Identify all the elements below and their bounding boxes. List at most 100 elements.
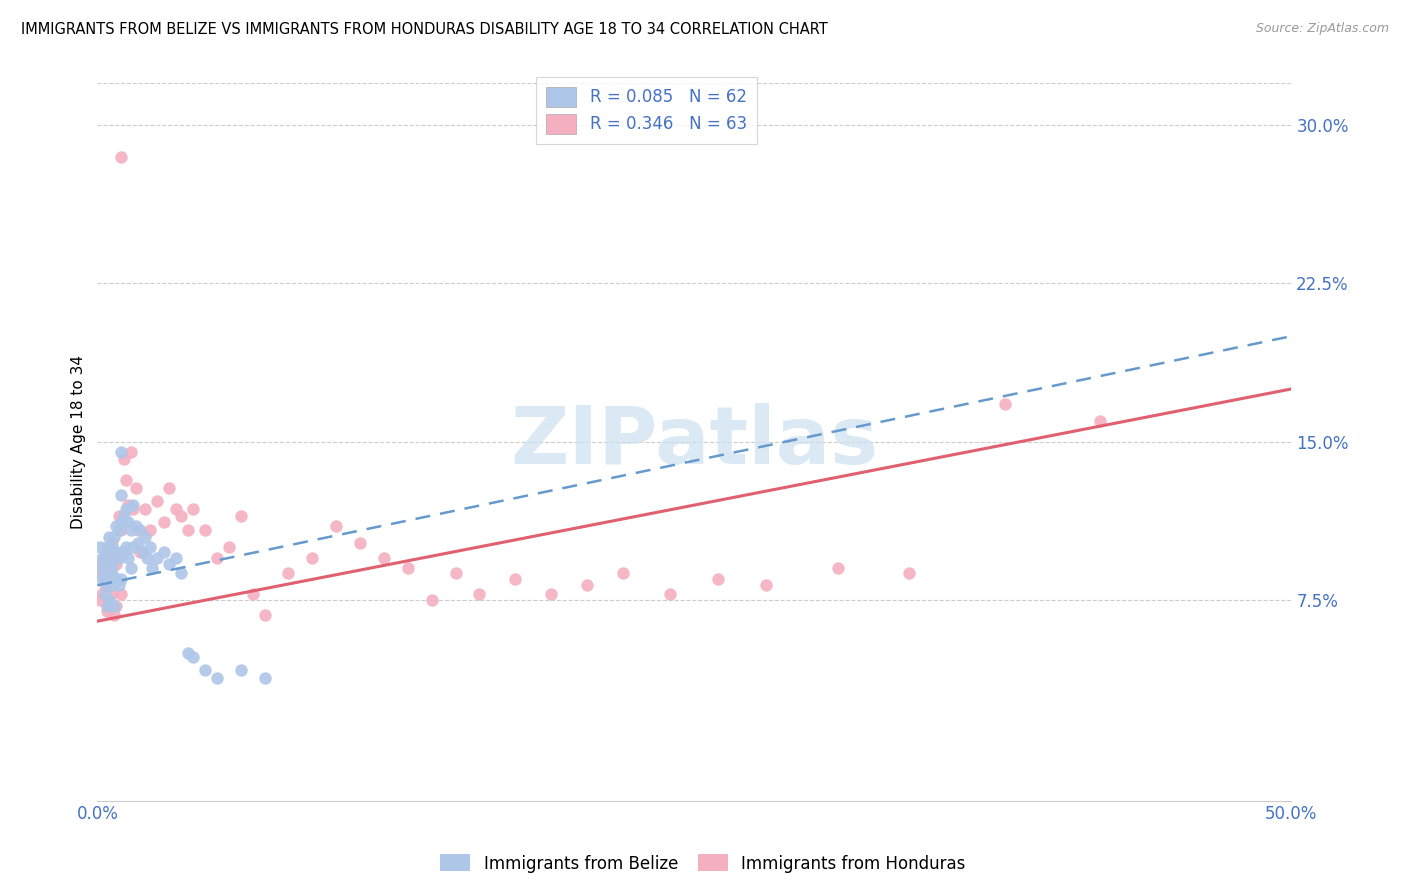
Point <box>129 544 152 558</box>
Point <box>540 587 562 601</box>
Point <box>108 508 131 523</box>
Point <box>93 578 115 592</box>
Point <box>89 541 111 555</box>
Point <box>122 498 145 512</box>
Point <box>177 524 200 538</box>
Point <box>325 519 347 533</box>
Point <box>89 593 111 607</box>
Text: ZIPatlas: ZIPatlas <box>510 402 879 481</box>
Point <box>181 502 204 516</box>
Point <box>157 557 180 571</box>
Legend: R = 0.085   N = 62, R = 0.346   N = 63: R = 0.085 N = 62, R = 0.346 N = 63 <box>536 77 756 145</box>
Point <box>96 599 118 614</box>
Point <box>100 561 122 575</box>
Point <box>89 566 111 580</box>
Point <box>373 550 395 565</box>
Point <box>157 481 180 495</box>
Point <box>91 587 114 601</box>
Point <box>120 524 142 538</box>
Point <box>468 587 491 601</box>
Point <box>146 493 169 508</box>
Point <box>132 544 155 558</box>
Point <box>110 544 132 558</box>
Point <box>103 570 125 584</box>
Point <box>91 550 114 565</box>
Point <box>110 487 132 501</box>
Point <box>110 515 132 529</box>
Y-axis label: Disability Age 18 to 34: Disability Age 18 to 34 <box>72 355 86 529</box>
Point <box>96 544 118 558</box>
Point <box>98 572 121 586</box>
Point <box>112 544 135 558</box>
Point <box>129 524 152 538</box>
Point <box>177 646 200 660</box>
Point <box>253 607 276 622</box>
Point <box>96 561 118 575</box>
Point <box>755 578 778 592</box>
Point <box>253 671 276 685</box>
Point <box>117 515 139 529</box>
Point <box>110 587 132 601</box>
Point <box>110 572 132 586</box>
Point <box>105 599 128 614</box>
Point <box>103 607 125 622</box>
Point <box>89 561 111 575</box>
Point <box>120 445 142 459</box>
Point <box>575 578 598 592</box>
Point <box>100 587 122 601</box>
Text: Source: ZipAtlas.com: Source: ZipAtlas.com <box>1256 22 1389 36</box>
Point <box>112 508 135 523</box>
Point <box>105 572 128 586</box>
Point <box>105 557 128 571</box>
Point <box>659 587 682 601</box>
Point <box>165 502 187 516</box>
Point <box>141 561 163 575</box>
Point <box>96 541 118 555</box>
Point <box>115 502 138 516</box>
Point <box>229 508 252 523</box>
Point <box>229 663 252 677</box>
Point <box>139 524 162 538</box>
Point <box>124 481 146 495</box>
Point <box>136 550 159 565</box>
Point <box>139 541 162 555</box>
Point <box>108 578 131 592</box>
Point <box>96 604 118 618</box>
Point <box>1090 414 1112 428</box>
Point <box>98 599 121 614</box>
Point <box>277 566 299 580</box>
Point <box>827 561 849 575</box>
Point <box>420 593 443 607</box>
Point <box>134 502 156 516</box>
Point <box>898 566 921 580</box>
Point <box>100 536 122 550</box>
Point <box>112 451 135 466</box>
Point <box>98 550 121 565</box>
Point <box>134 530 156 544</box>
Point <box>108 550 131 565</box>
Point <box>120 561 142 575</box>
Point <box>93 572 115 586</box>
Point <box>100 541 122 555</box>
Point <box>93 550 115 565</box>
Point <box>122 502 145 516</box>
Point <box>205 550 228 565</box>
Point <box>127 524 149 538</box>
Point <box>122 541 145 555</box>
Point <box>103 530 125 544</box>
Point <box>242 587 264 601</box>
Point <box>124 519 146 533</box>
Point <box>612 566 634 580</box>
Point <box>218 541 240 555</box>
Point <box>127 536 149 550</box>
Point <box>349 536 371 550</box>
Point <box>194 663 217 677</box>
Point <box>181 650 204 665</box>
Point <box>91 572 114 586</box>
Point <box>117 498 139 512</box>
Point <box>110 524 132 538</box>
Text: IMMIGRANTS FROM BELIZE VS IMMIGRANTS FROM HONDURAS DISABILITY AGE 18 TO 34 CORRE: IMMIGRANTS FROM BELIZE VS IMMIGRANTS FRO… <box>21 22 828 37</box>
Point <box>105 519 128 533</box>
Point <box>110 150 132 164</box>
Point <box>98 530 121 544</box>
